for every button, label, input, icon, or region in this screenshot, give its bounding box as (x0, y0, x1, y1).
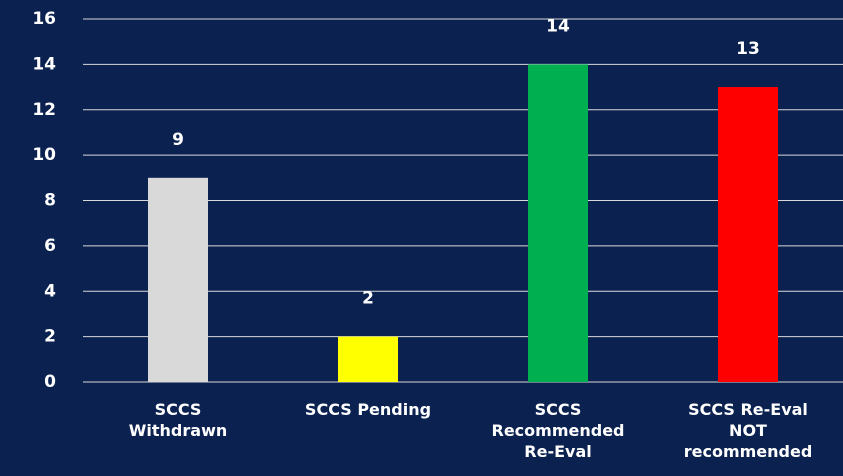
data-label: 2 (362, 289, 374, 309)
x-tick-label: SCCS Recommended Re-Eval (491, 400, 625, 461)
bar (528, 64, 588, 382)
x-tick-label: SCCS Pending (304, 400, 432, 419)
y-tick-label: 10 (32, 145, 56, 165)
bar (148, 177, 208, 382)
data-label: 13 (736, 39, 760, 59)
bar (338, 336, 398, 382)
y-tick-label: 6 (44, 236, 56, 256)
y-tick-label: 14 (32, 54, 56, 74)
x-tick-label: SCCS Withdrawn (128, 400, 228, 440)
data-label: 14 (546, 16, 570, 36)
y-tick-label: 16 (32, 9, 56, 29)
data-label: 9 (172, 130, 184, 150)
y-tick-label: 2 (44, 327, 56, 347)
y-tick-label: 4 (44, 281, 56, 301)
x-tick-label: SCCS Re-Eval NOT recommended (683, 400, 813, 461)
y-tick-label: 8 (44, 191, 56, 211)
y-tick-label: 12 (32, 100, 56, 120)
bar (718, 87, 778, 382)
y-tick-label: 0 (44, 372, 56, 392)
